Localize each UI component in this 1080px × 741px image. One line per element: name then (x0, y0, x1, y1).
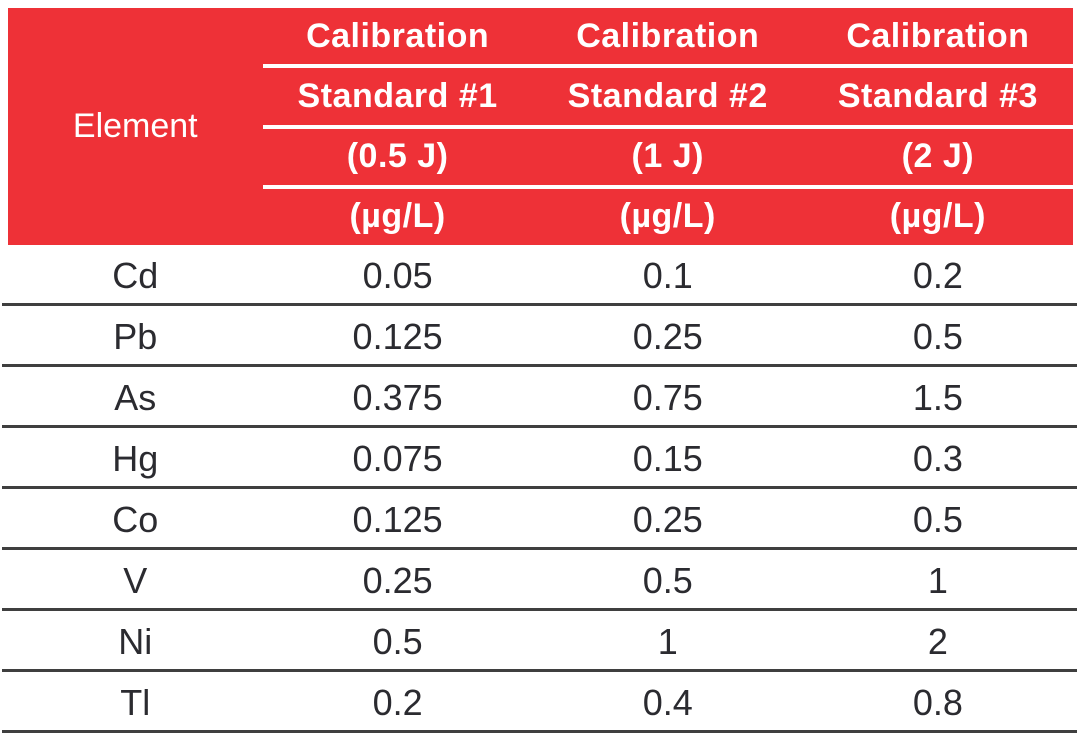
value-cell: 0.25 (632, 498, 703, 540)
table-row: Tl 0.2 0.4 0.8 (2, 672, 1077, 733)
header-cell: (0.5 J) (346, 137, 449, 176)
value-cell: 0.125 (352, 315, 443, 357)
value-cell: 0.3 (912, 437, 963, 479)
value-cell: 0.5 (912, 498, 963, 540)
table-row: As 0.375 0.75 1.5 (2, 367, 1077, 428)
element-cell: Ni (118, 620, 153, 662)
value-cell: 0.25 (362, 559, 433, 601)
header-cell: Standard #1 (297, 76, 498, 115)
value-cell: 0.4 (642, 681, 693, 723)
element-column-header: Element (72, 107, 198, 145)
value-cell: 0.2 (912, 254, 963, 296)
value-cell: 0.2 (372, 681, 423, 723)
header-cell: Calibration (576, 16, 760, 55)
value-cell: 1.5 (912, 376, 963, 418)
header-row-energy: (0.5 J) (1 J) (2 J) (262, 124, 1073, 185)
value-cell: 0.15 (632, 437, 703, 479)
element-cell: Hg (112, 437, 159, 479)
table-row: V 0.25 0.5 1 (2, 550, 1077, 611)
header-cell: Calibration (846, 16, 1030, 55)
value-cell: 0.1 (642, 254, 693, 296)
element-cell: As (114, 376, 157, 418)
value-cell: 0.8 (912, 681, 963, 723)
value-cell: 1 (927, 559, 948, 601)
value-cell: 0.125 (352, 498, 443, 540)
table-header: Element Calibration Calibration Calibrat… (8, 8, 1073, 245)
header-cell: Standard #2 (567, 76, 768, 115)
value-cell: 2 (927, 620, 948, 662)
header-cell: Calibration (306, 16, 490, 55)
header-cell: (µg/L) (349, 197, 446, 236)
calibration-table: Element Calibration Calibration Calibrat… (2, 8, 1077, 733)
header-row-subtitle: Standard #1 Standard #2 Standard #3 (262, 64, 1073, 124)
header-cell: (µg/L) (619, 197, 716, 236)
value-cell: 0.375 (352, 376, 443, 418)
header-cell: (1 J) (631, 137, 704, 176)
table-row: Pb 0.125 0.25 0.5 (2, 306, 1077, 367)
element-cell: V (123, 559, 148, 601)
value-cell: 0.075 (352, 437, 443, 479)
header-cell: (2 J) (901, 137, 975, 176)
table-row: Hg 0.075 0.15 0.3 (2, 428, 1077, 489)
value-cell: 0.5 (642, 559, 693, 601)
header-row-unit: (µg/L) (µg/L) (µg/L) (262, 184, 1073, 245)
value-cell: 0.5 (912, 315, 963, 357)
element-cell: Tl (120, 681, 151, 723)
header-cell: Standard #3 (837, 76, 1038, 115)
value-cell: 1 (657, 620, 678, 662)
table-body: Cd 0.05 0.1 0.2 Pb 0.125 0.25 0.5 As 0.3… (2, 245, 1077, 733)
element-cell: Cd (112, 254, 159, 296)
value-cell: 0.25 (632, 315, 703, 357)
value-cell: 0.75 (632, 376, 703, 418)
table-row: Cd 0.05 0.1 0.2 (2, 245, 1077, 306)
standard-columns-header: Calibration Calibration Calibration Stan… (262, 8, 1073, 245)
element-cell: Co (112, 498, 159, 540)
value-cell: 0.05 (362, 254, 433, 296)
table-row: Ni 0.5 1 2 (2, 611, 1077, 672)
header-row-title: Calibration Calibration Calibration (263, 8, 1073, 64)
header-cell: (µg/L) (889, 197, 986, 236)
element-cell: Pb (113, 315, 158, 357)
value-cell: 0.5 (372, 620, 423, 662)
table-row: Co 0.125 0.25 0.5 (2, 489, 1077, 550)
